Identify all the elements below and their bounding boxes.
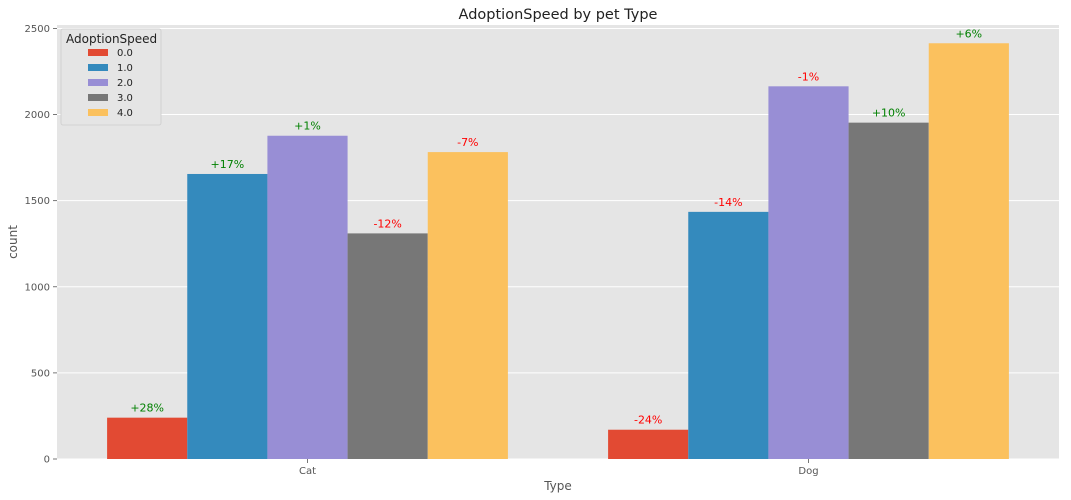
y-tick-label: 0 <box>44 455 50 466</box>
y-tick-label: 2500 <box>25 24 50 35</box>
legend-label: 3.0 <box>117 93 133 104</box>
bar-label: -1% <box>798 70 819 83</box>
bar-label: -14% <box>714 196 742 209</box>
x-tick-label: Dog <box>798 466 818 477</box>
y-tick-label: 2000 <box>25 110 50 121</box>
bar-label: +28% <box>130 402 164 415</box>
y-axis-title: count <box>6 225 20 259</box>
bar <box>768 86 849 460</box>
legend-swatch <box>88 49 108 56</box>
legend-items: 0.0 1.0 2.0 3.0 4.0 <box>88 48 133 119</box>
legend-label: 0.0 <box>117 48 133 59</box>
bar <box>187 173 268 459</box>
legend-swatch <box>88 94 108 101</box>
bar <box>427 152 508 459</box>
bar <box>928 43 1009 459</box>
x-axis: Cat Dog <box>299 459 819 477</box>
chart-title: AdoptionSpeed by pet Type <box>459 7 658 23</box>
y-axis: 0 500 1000 1500 2000 2500 <box>25 24 57 466</box>
legend-swatch <box>88 64 108 71</box>
legend-label: 2.0 <box>117 78 133 89</box>
y-tick-label: 1500 <box>25 196 50 207</box>
x-tick-label: Cat <box>299 466 316 477</box>
bar-label: -12% <box>373 217 401 230</box>
bar <box>688 211 769 459</box>
bar <box>267 135 348 459</box>
legend-label: 4.0 <box>117 108 133 119</box>
bar-label: +17% <box>211 158 245 171</box>
bar-label: -24% <box>634 414 662 427</box>
bar <box>848 122 929 460</box>
y-tick-label: 1000 <box>25 282 50 293</box>
legend-label: 1.0 <box>117 63 133 74</box>
legend-box <box>60 28 162 126</box>
bar-label: +1% <box>294 120 321 133</box>
legend: AdoptionSpeed 0.0 1.0 2.0 3.0 4.0 <box>60 28 162 126</box>
y-tick-label: 500 <box>31 368 50 379</box>
bar-label: +10% <box>872 107 906 120</box>
x-axis-title: Type <box>543 479 572 493</box>
bar-labels: +28% -24% +17% -14% +1% -1% -12% +10% -7% +6% <box>130 27 982 426</box>
bar <box>608 429 689 459</box>
legend-title: AdoptionSpeed <box>66 32 157 46</box>
bar <box>107 417 188 459</box>
legend-swatch <box>88 79 108 86</box>
bar-label: -7% <box>457 136 478 149</box>
bars <box>107 43 1009 460</box>
bar <box>347 233 428 459</box>
bar-label: +6% <box>955 27 982 40</box>
legend-swatch <box>88 109 108 116</box>
